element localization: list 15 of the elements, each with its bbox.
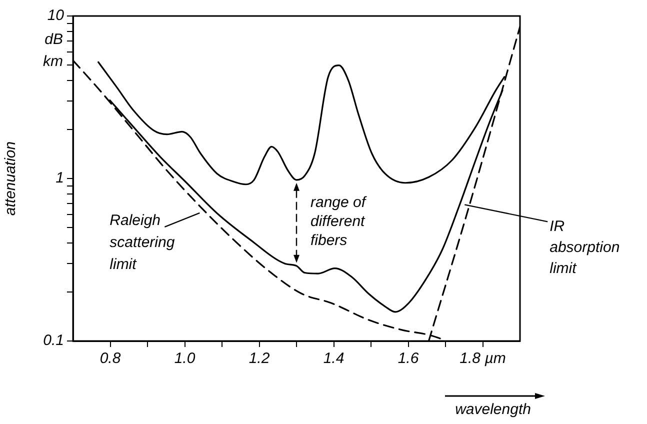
y-axis-title: attenuation [2,141,20,216]
y-tick-label: 0.1 [43,332,64,350]
x-axis-title: wavelength [455,401,531,418]
x-tick-label: 1.6 [398,350,420,368]
x-tick-label: 1.4 [323,350,344,368]
annotation: IR absorption limit [550,218,620,277]
y-tick-label: 10 [47,7,65,24]
x-tick-label: 1.0 [174,350,196,368]
x-tick-label: 1.8 µm [460,350,506,368]
y-tick-label: 1 [56,170,64,187]
text: dB km [43,31,63,70]
annotation: range of different fibers [310,194,368,250]
annotation: Raleigh scattering limit [110,212,176,274]
x-tick-label: 0.8 [100,350,122,368]
x-tick-label: 1.2 [248,350,270,368]
